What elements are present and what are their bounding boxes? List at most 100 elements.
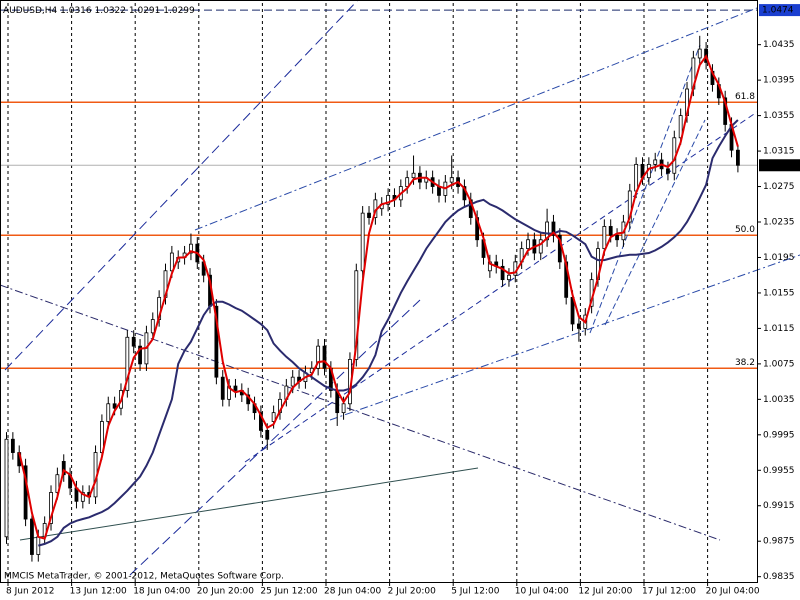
candle-body xyxy=(653,159,658,165)
trend-line xyxy=(604,119,706,326)
candle-body xyxy=(602,226,607,250)
top-line-label: 1.0474 xyxy=(762,6,794,16)
low: 1.0291 xyxy=(129,6,161,16)
candle-body xyxy=(666,168,670,174)
candle-body xyxy=(386,195,391,205)
level-label: 61.8 xyxy=(735,92,755,102)
candle-body xyxy=(61,461,66,476)
moving-average xyxy=(38,119,739,547)
candle-body xyxy=(405,177,410,187)
trend-lines xyxy=(0,0,800,576)
trend-line xyxy=(194,7,758,231)
x-tick-label: 28 Jun 04:00 xyxy=(324,587,381,597)
candle-body xyxy=(500,265,505,281)
candle-body xyxy=(80,492,85,502)
candle-body xyxy=(411,172,416,179)
y-tick-label: 0.9915 xyxy=(763,501,795,511)
x-tick-label: 5 Jul 12:00 xyxy=(451,587,500,597)
candle-body xyxy=(551,221,556,236)
top-line-tag xyxy=(759,4,800,17)
level-label: 38.2 xyxy=(735,358,755,368)
candle-body xyxy=(316,345,321,369)
price-tag xyxy=(759,159,800,172)
candle-body xyxy=(449,177,454,183)
trend-line xyxy=(244,111,758,463)
y-tick-label: 1.0155 xyxy=(763,288,795,298)
symbol: AUDUSD,H4 xyxy=(3,6,58,16)
open: 1.0316 xyxy=(60,6,92,16)
candle-body xyxy=(341,403,346,414)
y-tick-label: 0.9875 xyxy=(763,537,795,547)
x-tick-label: 17 Jul 12:00 xyxy=(642,587,696,597)
candle-body xyxy=(507,274,511,281)
candle-body xyxy=(290,376,295,387)
candle-body xyxy=(627,190,632,223)
x-tick-label: 20 Jul 04:00 xyxy=(706,587,760,597)
x-tick-label: 25 Jun 12:00 xyxy=(260,587,317,597)
candle-body xyxy=(4,438,9,538)
x-tick-label: 20 Jun 20:00 xyxy=(197,587,254,597)
y-tick-label: 1.0235 xyxy=(763,218,795,228)
candle-body xyxy=(138,345,142,365)
y-tick-label: 1.0275 xyxy=(763,182,795,192)
candle-body xyxy=(131,336,136,347)
candle-body xyxy=(220,376,225,400)
candle-body xyxy=(271,412,276,422)
y-tick-label: 1.0435 xyxy=(763,40,795,50)
candle-body xyxy=(214,305,219,378)
moving-average xyxy=(18,54,739,540)
chart-header: AUDUSD,H4 1.0316 1.0322 1.0291 1.0299 xyxy=(3,6,195,16)
candle-body xyxy=(577,323,581,329)
trend-line xyxy=(0,284,721,541)
candle-body xyxy=(150,319,155,334)
x-tick-label: 8 Jun 2012 xyxy=(6,587,54,597)
candle-body xyxy=(233,385,238,391)
candle-body xyxy=(697,48,702,59)
trend-line xyxy=(329,254,800,421)
x-tick-label: 13 Jun 12:00 xyxy=(70,587,127,597)
price-label: 1.0299 xyxy=(762,161,794,171)
candle-body xyxy=(258,412,263,431)
candle-body xyxy=(367,212,371,218)
candle-body xyxy=(55,474,60,493)
candle-body xyxy=(360,212,365,272)
high: 1.0322 xyxy=(95,6,127,16)
y-tick-label: 0.9955 xyxy=(763,466,795,476)
y-tick-label: 1.0395 xyxy=(763,76,795,86)
candle-body xyxy=(265,429,270,440)
close: 1.0299 xyxy=(163,6,195,16)
trend-line xyxy=(19,467,479,541)
x-tick-label: 2 Jul 20:00 xyxy=(388,587,437,597)
candle-body xyxy=(736,149,740,166)
candle-body xyxy=(169,252,174,272)
candle-body xyxy=(30,518,34,555)
candle-body xyxy=(615,234,619,241)
y-tick-label: 1.0115 xyxy=(763,324,795,334)
candle-body xyxy=(608,226,613,236)
level-label: 50.0 xyxy=(735,225,755,235)
y-tick-label: 1.0035 xyxy=(763,395,795,405)
y-tick-label: 1.0195 xyxy=(763,253,795,263)
y-tick-label: 1.0355 xyxy=(763,111,795,121)
x-tick-label: 10 Jul 04:00 xyxy=(515,587,569,597)
candle-body xyxy=(112,403,117,409)
candle-body xyxy=(49,492,53,524)
candle-body xyxy=(545,221,549,241)
candle-body xyxy=(106,403,111,422)
trend-line xyxy=(129,299,421,576)
plot-frame xyxy=(0,0,758,583)
candle-body xyxy=(634,163,639,192)
candle-body xyxy=(125,336,130,391)
y-tick-label: 0.9835 xyxy=(763,572,795,582)
y-tick-label: 0.9995 xyxy=(763,430,795,440)
candle-body xyxy=(10,438,15,453)
candle-body xyxy=(437,186,441,196)
trend-line xyxy=(4,0,359,371)
y-tick-label: 1.0075 xyxy=(763,359,795,369)
candle-body xyxy=(354,270,359,360)
candle-body xyxy=(526,239,530,250)
x-tick-label: 12 Jul 20:00 xyxy=(578,587,632,597)
footer: MMCIS MetaTrader, © 2001-2012, MetaQuote… xyxy=(4,572,284,582)
